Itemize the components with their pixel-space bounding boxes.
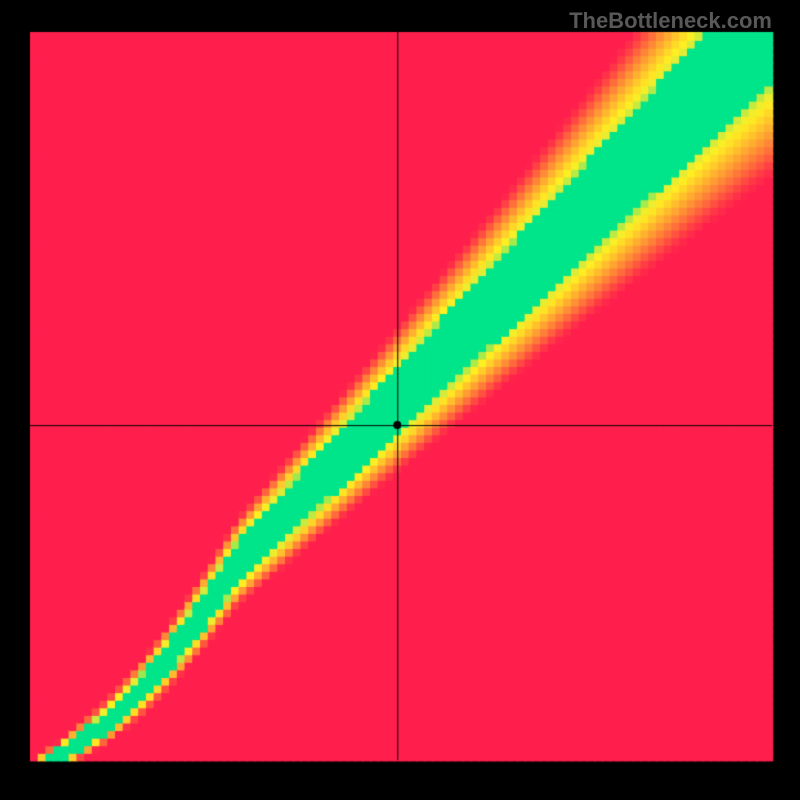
chart-container: TheBottleneck.com xyxy=(0,0,800,800)
heatmap-canvas xyxy=(0,0,800,800)
